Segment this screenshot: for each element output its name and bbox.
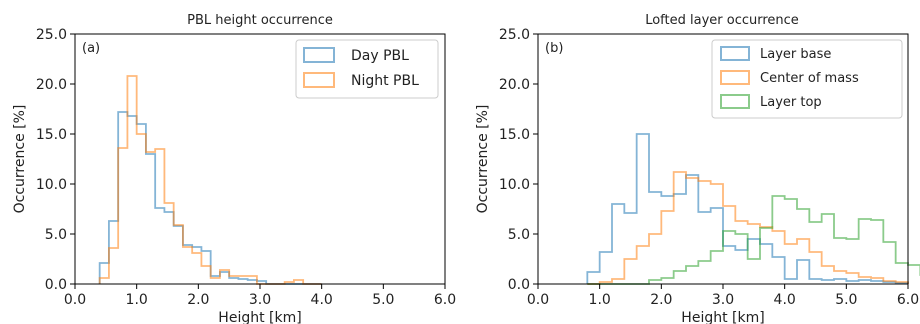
panel-a-plot-area (98, 75, 322, 285)
panel-b-x-axis-label: Height [km] (681, 310, 764, 324)
legend-swatch-center-of-mass (720, 70, 750, 85)
panel-b-ticks: 0.0 1.0 2.0 3.0 4.0 5.0 6.0 0.0 5.0 10.0 15.0 20.0 2… (499, 27, 919, 308)
panel-a-y-tick-label: 0.0 (45, 277, 67, 293)
panel-a-x-tick-label: 3.0 (249, 292, 271, 308)
legend-swatch-day-pbl (303, 47, 335, 63)
panel-b-legend-box (711, 39, 903, 119)
panel-a-ticks: 0.0 1.0 2.0 3.0 4.0 5.0 6.0 0.0 5.0 10.0 15.0 20.0 2… (36, 27, 456, 308)
legend-swatch-night-pbl (303, 72, 335, 88)
panel-a-x-tick-label: 4.0 (311, 292, 333, 308)
legend-label-day-pbl: Day PBL (351, 48, 409, 64)
panel-a-x-tick-label: 5.0 (372, 292, 394, 308)
panel-a-title: PBL height occurrence (187, 13, 333, 28)
panel-b-x-tick-label: 4.0 (774, 292, 796, 308)
panel-a-x-tick-label: 1.0 (126, 292, 148, 308)
panel-b-y-tick-label: 0.0 (508, 277, 530, 293)
panel-b-y-tick-label: 20.0 (499, 77, 530, 93)
panel-a-x-tick-label: 2.0 (187, 292, 209, 308)
legend-label-night-pbl: Night PBL (351, 73, 419, 89)
panel-a-y-tick-label: 25.0 (36, 27, 67, 43)
legend-swatch-layer-base (720, 46, 750, 61)
panel-a-series-day-pbl (98, 111, 322, 285)
panel-a-tag: (a) (82, 41, 100, 56)
panel-a-y-tick-label: 5.0 (45, 227, 67, 243)
panel-b-plot-area (586, 133, 920, 285)
panel-b-y-axis-label: Occurrence [%] (475, 105, 491, 214)
panel-a-legend: Day PBL Night PBL (295, 39, 439, 99)
panel-b-series-center-of-mass (587, 171, 909, 285)
panel-a: PBL height occurrence (a) 0.0 1.0 2.0 3.0 4.… (12, 13, 456, 324)
panel-b-y-tick-label: 15.0 (499, 127, 530, 143)
panel-b-x-tick-label: 1.0 (589, 292, 611, 308)
panel-b-x-tick-label: 2.0 (650, 292, 672, 308)
panel-a-x-tick-label: 0.0 (64, 292, 86, 308)
panel-b-y-tick-label: 10.0 (499, 177, 530, 193)
legend-label-layer-base: Layer base (760, 47, 831, 62)
panel-b: Lofted layer occurrence (b) 0.0 1.0 2.0 3.0… (475, 13, 920, 324)
panel-b-x-tick-label: 0.0 (527, 292, 549, 308)
legend-swatch-layer-top (720, 94, 750, 109)
panel-b-x-tick-label: 5.0 (835, 292, 857, 308)
panel-a-x-axis-label: Height [km] (218, 310, 301, 324)
panel-a-y-tick-label: 20.0 (36, 77, 67, 93)
panel-a-x-tick-label: 6.0 (434, 292, 456, 308)
panel-a-legend-box (295, 39, 439, 99)
legend-label-center-of-mass: Center of mass (760, 71, 859, 86)
panel-b-title: Lofted layer occurrence (645, 13, 799, 28)
panel-b-y-tick-label: 5.0 (508, 227, 530, 243)
panel-a-y-tick-label: 10.0 (36, 177, 67, 193)
panel-b-legend: Layer base Center of mass Layer top (711, 39, 903, 119)
panel-b-x-tick-label: 3.0 (712, 292, 734, 308)
panel-b-series-layer-base (586, 133, 909, 284)
panel-b-tag: (b) (545, 41, 563, 56)
panel-a-y-tick-label: 15.0 (36, 127, 67, 143)
panel-b-series-layer-top (587, 195, 920, 285)
panel-a-y-axis-label: Occurrence [%] (12, 105, 28, 214)
legend-label-layer-top: Layer top (760, 95, 822, 110)
panel-b-x-tick-label: 6.0 (897, 292, 919, 308)
panel-b-y-tick-label: 25.0 (499, 27, 530, 43)
